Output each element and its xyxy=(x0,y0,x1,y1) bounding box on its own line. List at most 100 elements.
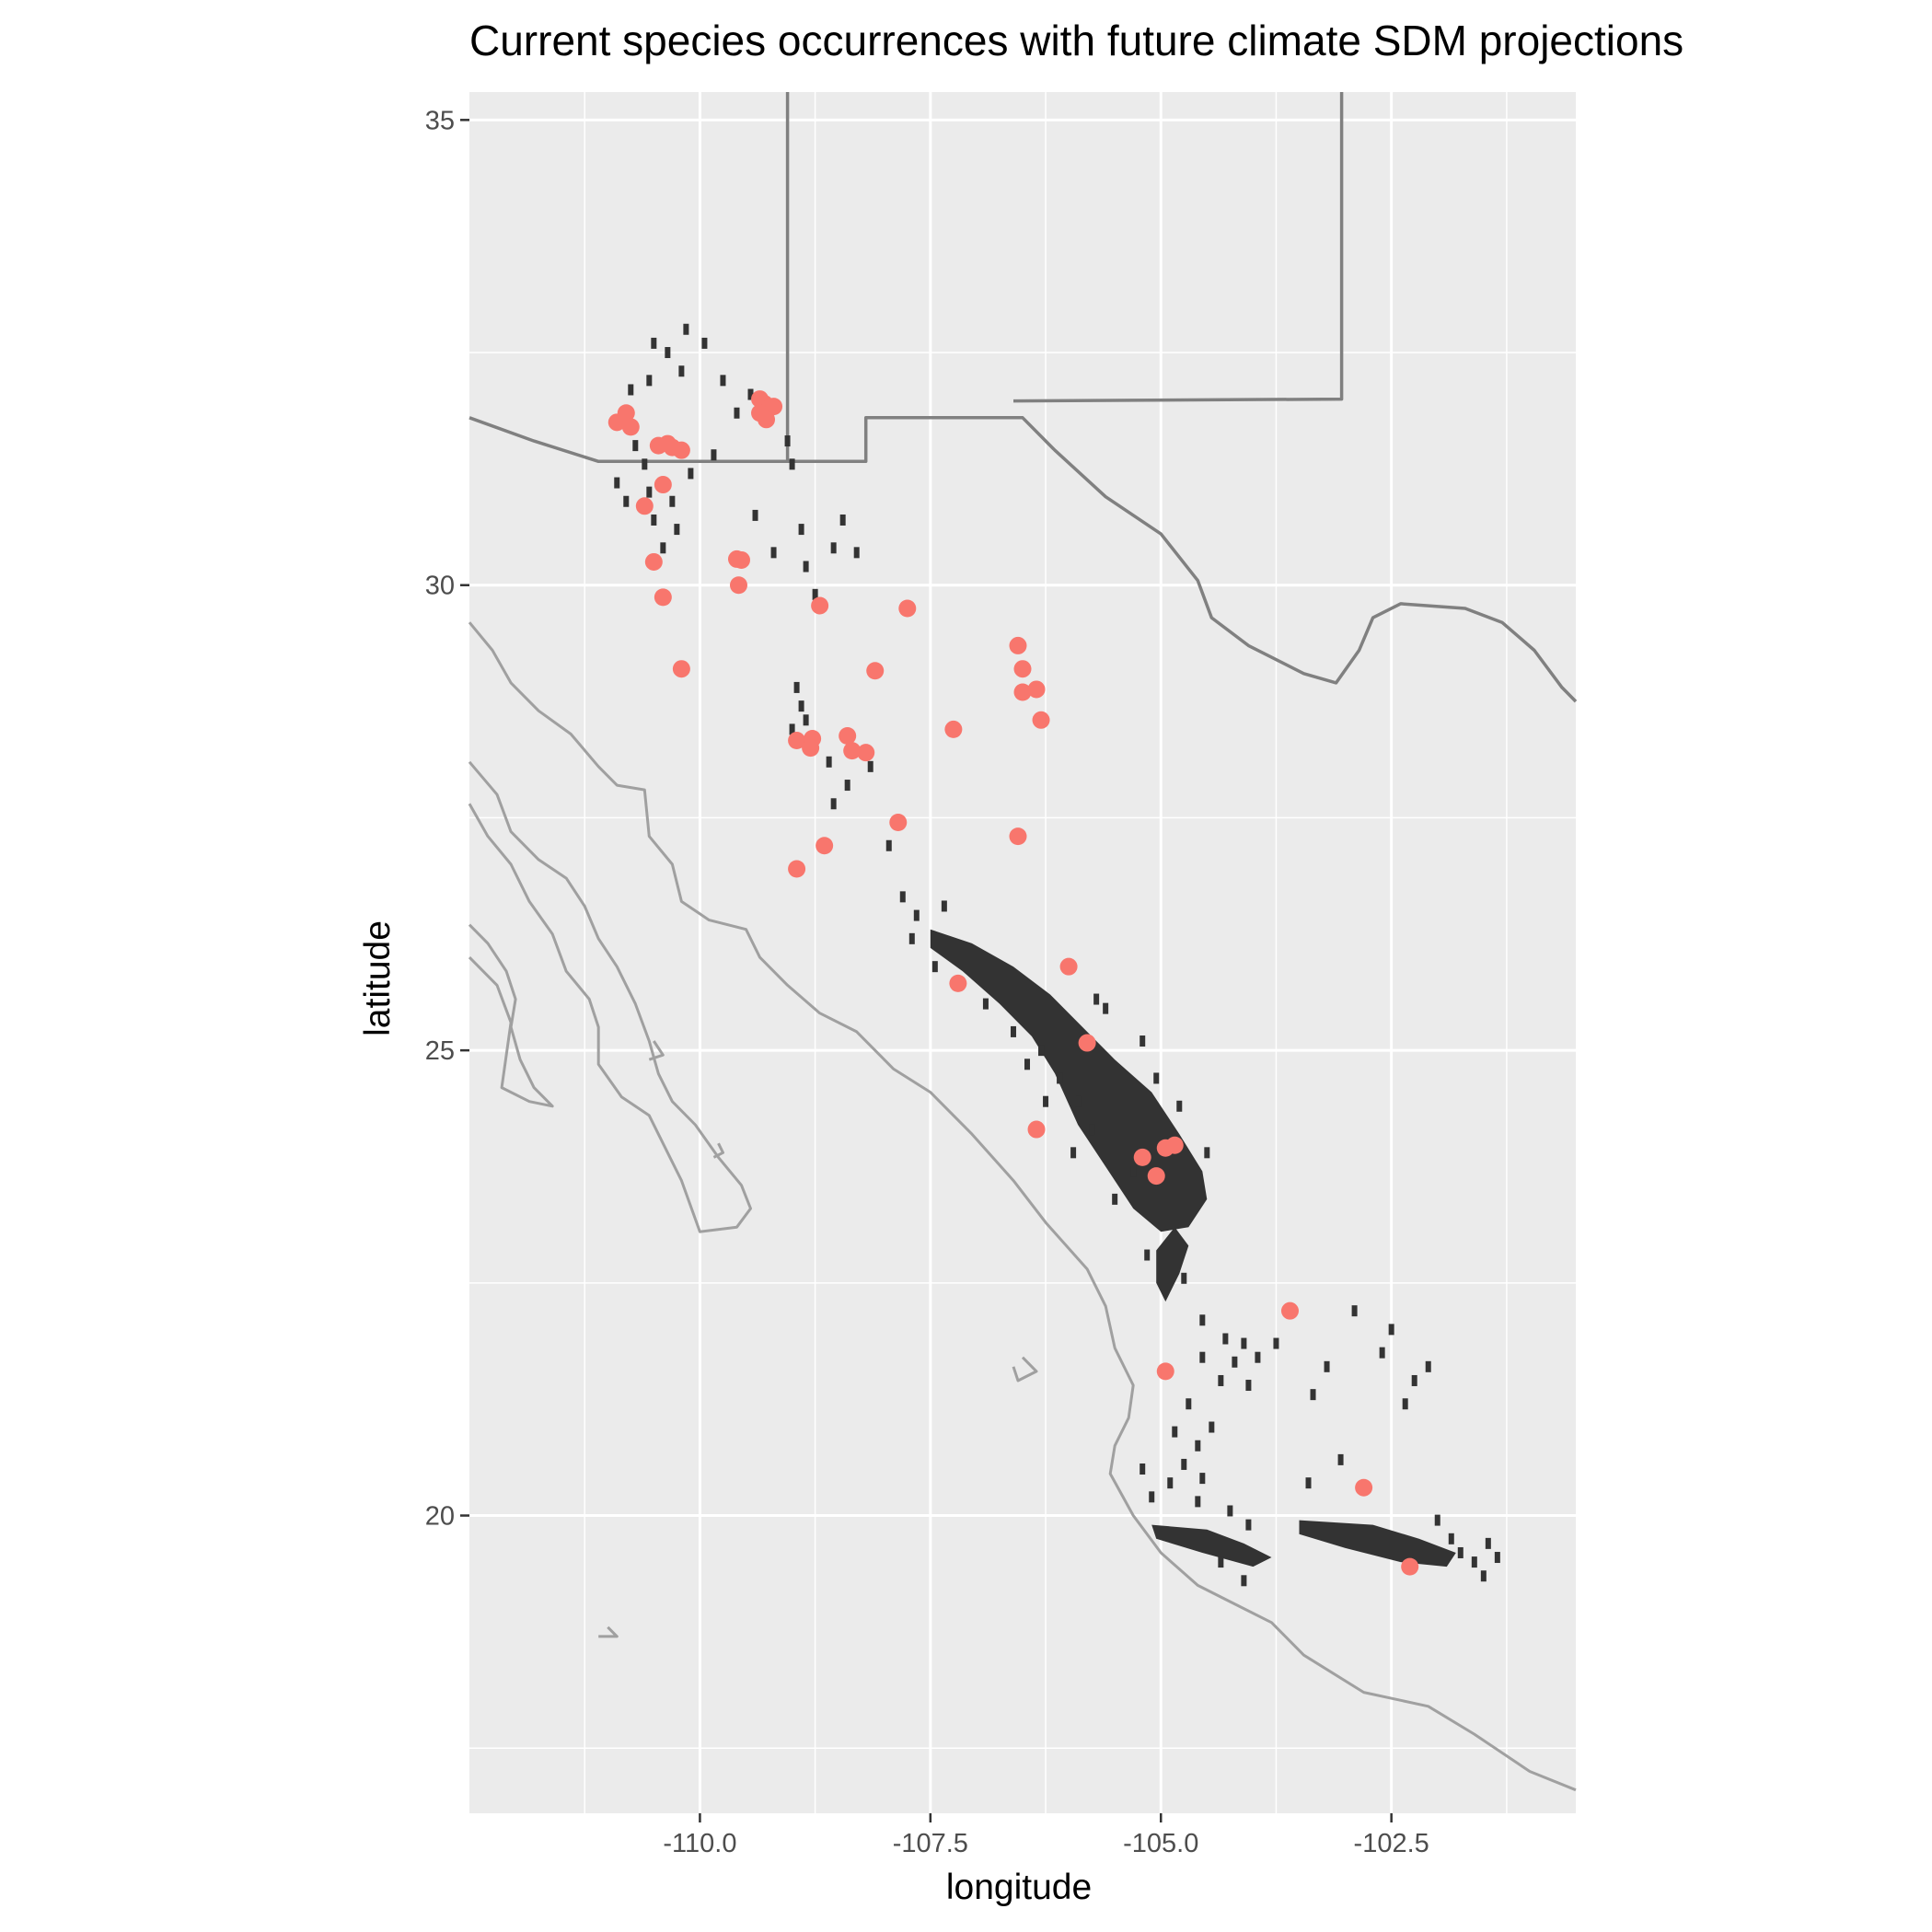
projection-cell xyxy=(678,365,685,377)
projection-cell xyxy=(830,798,837,810)
x-axis: -110.0 -107.5 -105.0 -102.5 xyxy=(663,1813,1429,1858)
projection-cell xyxy=(711,449,717,461)
projection-region xyxy=(1299,1520,1456,1568)
projection-cell xyxy=(1172,1426,1178,1438)
occurrence-point xyxy=(866,662,885,680)
projection-cell xyxy=(1448,1533,1454,1544)
occurrence-point xyxy=(802,739,820,758)
occurrence-point xyxy=(1355,1478,1373,1497)
projection-cell xyxy=(1140,1463,1146,1475)
occurrence-point xyxy=(654,476,672,494)
occurrence-point xyxy=(811,596,829,615)
projection-cell xyxy=(839,514,846,526)
x-tick-label: -110.0 xyxy=(663,1829,736,1858)
projection-cell xyxy=(1199,1473,1206,1485)
projection-cell xyxy=(1245,1380,1252,1392)
coastline xyxy=(712,1142,724,1159)
projection-cell xyxy=(1324,1360,1330,1372)
political-border xyxy=(1012,92,1344,403)
occurrence-point xyxy=(1009,636,1027,654)
projection-cell xyxy=(1024,1059,1031,1070)
occurrence-point xyxy=(672,441,690,459)
projection-cell xyxy=(1010,1025,1016,1037)
x-axis-title: longitude xyxy=(946,1868,1092,1907)
x-tick-label: -105.0 xyxy=(1123,1829,1198,1858)
y-tick-label: 25 xyxy=(425,1036,455,1066)
projection-cell xyxy=(1305,1477,1312,1489)
political-border xyxy=(469,416,1578,703)
projection-cell xyxy=(1388,1324,1394,1336)
projection-cell xyxy=(1140,1035,1146,1047)
projection-cell xyxy=(1471,1556,1477,1568)
occurrence-point xyxy=(1147,1167,1165,1186)
projection-cell xyxy=(803,561,809,573)
projection-cell xyxy=(982,998,989,1010)
projection-cell xyxy=(1457,1546,1463,1558)
projection-cell xyxy=(665,347,671,359)
occurrence-point xyxy=(1032,711,1050,729)
projection-cell xyxy=(1195,1440,1201,1452)
projection-cell xyxy=(908,932,915,944)
projection-cell xyxy=(1075,1095,1082,1107)
projection-cell xyxy=(623,495,630,507)
projection-cell xyxy=(789,458,795,470)
coastline xyxy=(648,1040,665,1061)
occurrence-point xyxy=(843,742,862,760)
occurrence-point xyxy=(1078,1034,1096,1052)
projection-cell xyxy=(1337,1453,1344,1465)
occurrence-point xyxy=(889,813,908,831)
projection-cell xyxy=(826,756,832,768)
occurrence-point xyxy=(1013,683,1032,701)
occurrence-point xyxy=(788,860,806,878)
projection-cell xyxy=(1181,1272,1187,1284)
chart-title: Current species occurrences with future … xyxy=(469,17,1683,64)
occurrence-point xyxy=(644,552,663,571)
projection-cell xyxy=(844,780,850,792)
projection-cell xyxy=(674,524,680,536)
projection-cell xyxy=(885,839,892,851)
coastline xyxy=(468,621,1577,1792)
occurrence-point xyxy=(617,404,635,422)
projection-cell xyxy=(669,495,676,507)
projection-cell xyxy=(642,458,648,470)
projection-cell xyxy=(1241,1575,1247,1587)
x-tick-label: -107.5 xyxy=(893,1829,968,1858)
projection-cell xyxy=(1093,993,1100,1005)
occurrence-point xyxy=(729,576,747,595)
occurrence-point xyxy=(1059,957,1078,976)
projection-cell xyxy=(1153,1072,1160,1084)
projection-cell xyxy=(1181,1458,1187,1470)
projection-cell xyxy=(931,961,938,973)
occurrence-point xyxy=(732,550,750,569)
projection-cell xyxy=(1195,1496,1201,1508)
projection-cell xyxy=(1255,1351,1261,1363)
projection-cell xyxy=(1485,1537,1491,1549)
projection-cell xyxy=(651,514,657,526)
occurrence-point xyxy=(839,726,857,745)
y-tick-label: 20 xyxy=(425,1502,455,1532)
projection-cell xyxy=(651,337,657,349)
projection-cell xyxy=(720,375,726,387)
projection-cell xyxy=(798,700,804,712)
y-axis: 20 25 30 35 xyxy=(425,106,469,1532)
occurrence-point xyxy=(758,411,776,429)
occurrence-points xyxy=(607,390,1419,1576)
projection-cell xyxy=(1038,1045,1045,1057)
projection-cell xyxy=(1103,1002,1109,1014)
coastline xyxy=(468,923,554,1108)
projection-cell xyxy=(1176,1100,1183,1112)
occurrence-point xyxy=(635,497,654,515)
projection-cell xyxy=(1222,1333,1229,1345)
projection-cell xyxy=(1149,1491,1155,1503)
projection-region xyxy=(1151,1524,1272,1568)
projection-cell xyxy=(683,323,689,335)
projection-cell xyxy=(941,900,947,912)
projection-cell xyxy=(1241,1337,1247,1349)
projection-cell xyxy=(798,524,804,536)
projection-cell xyxy=(1070,1147,1077,1159)
projection-cell xyxy=(660,542,666,554)
projection-cell xyxy=(1130,1165,1137,1177)
occurrence-point xyxy=(1280,1301,1299,1320)
projection-cell xyxy=(1057,1072,1063,1084)
projection-cell xyxy=(793,681,800,693)
